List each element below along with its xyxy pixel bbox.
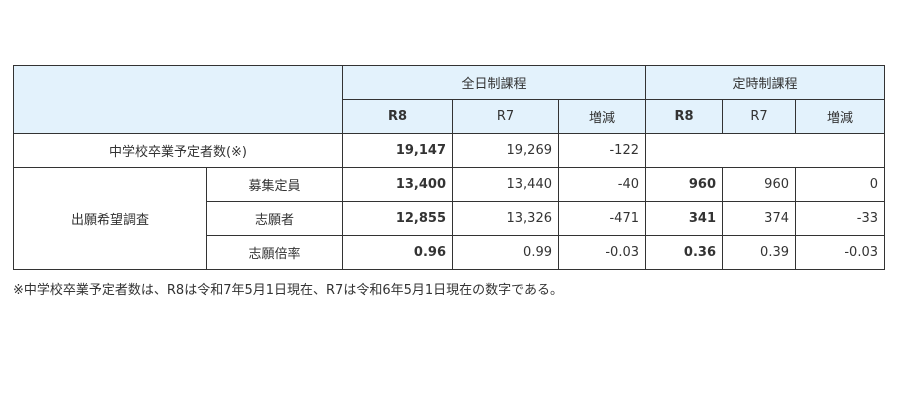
cell-fulltime-r7: 13,326 bbox=[452, 201, 559, 236]
footnote: ※中学校卒業予定者数は、R8は令和7年5月1日現在、R7は令和6年5月1日現在の… bbox=[13, 283, 563, 298]
cell-parttime-diff: -0.03 bbox=[795, 235, 885, 270]
cell-fulltime-r8: 19,147 bbox=[342, 133, 453, 168]
header-fulltime-r7: R7 bbox=[452, 99, 559, 134]
cell-parttime-r7: 374 bbox=[722, 201, 796, 236]
header-row-groups: 全日制課程 定時制課程 bbox=[13, 65, 885, 134]
header-parttime-r8: R8 bbox=[645, 99, 723, 134]
row-label: 募集定員 bbox=[206, 167, 343, 202]
cell-fulltime-r7: 19,269 bbox=[452, 133, 559, 168]
row-label: 志願倍率 bbox=[206, 235, 343, 270]
cell-parttime-r7: 960 bbox=[722, 167, 796, 202]
table-row-applicants: 志願者 12,855 13,326 -471 341 374 -33 bbox=[14, 201, 885, 236]
survey-label: 出願希望調査 bbox=[13, 167, 207, 270]
cell-parttime-diff: 0 bbox=[795, 167, 885, 202]
table-row-capacity: 出願希望調査 募集定員 13,400 13,440 -40 960 960 0 bbox=[13, 167, 885, 270]
table-row-ratio: 志願倍率 0.96 0.99 -0.03 0.36 0.39 -0.03 bbox=[14, 235, 885, 270]
cell-fulltime-diff: -122 bbox=[558, 133, 646, 168]
cell-fulltime-diff: -0.03 bbox=[558, 235, 646, 270]
cell-parttime-empty bbox=[645, 133, 885, 168]
header-parttime-r7: R7 bbox=[722, 99, 796, 134]
cell-fulltime-r8: 12,855 bbox=[342, 201, 453, 236]
header-parttime: 定時制課程 bbox=[645, 65, 885, 100]
cell-parttime-r8: 960 bbox=[645, 167, 723, 202]
cell-fulltime-r7: 13,440 bbox=[452, 167, 559, 202]
header-corner bbox=[13, 65, 343, 134]
row-label: 志願者 bbox=[206, 201, 343, 236]
cell-fulltime-r8: 13,400 bbox=[342, 167, 453, 202]
cell-fulltime-r7: 0.99 bbox=[452, 235, 559, 270]
header-fulltime-diff: 増減 bbox=[558, 99, 646, 134]
cell-parttime-r7: 0.39 bbox=[722, 235, 796, 270]
header-fulltime-r8: R8 bbox=[342, 99, 453, 134]
cell-parttime-r8: 341 bbox=[645, 201, 723, 236]
cell-parttime-r8: 0.36 bbox=[645, 235, 723, 270]
row-label: 中学校卒業予定者数(※) bbox=[13, 133, 343, 168]
cell-fulltime-diff: -471 bbox=[558, 201, 646, 236]
header-parttime-diff: 増減 bbox=[795, 99, 885, 134]
cell-fulltime-r8: 0.96 bbox=[342, 235, 453, 270]
header-fulltime: 全日制課程 bbox=[342, 65, 646, 100]
cell-fulltime-diff: -40 bbox=[558, 167, 646, 202]
table-row-graduates: 中学校卒業予定者数(※) 19,147 19,269 -122 bbox=[13, 133, 885, 168]
cell-parttime-diff: -33 bbox=[795, 201, 885, 236]
header-row-cols: R8 R7 増減 R8 R7 増減 bbox=[14, 99, 885, 134]
application-survey-table: 全日制課程 定時制課程 R8 R7 増減 R8 R7 増減 中学校卒業予定者数(… bbox=[13, 65, 885, 270]
